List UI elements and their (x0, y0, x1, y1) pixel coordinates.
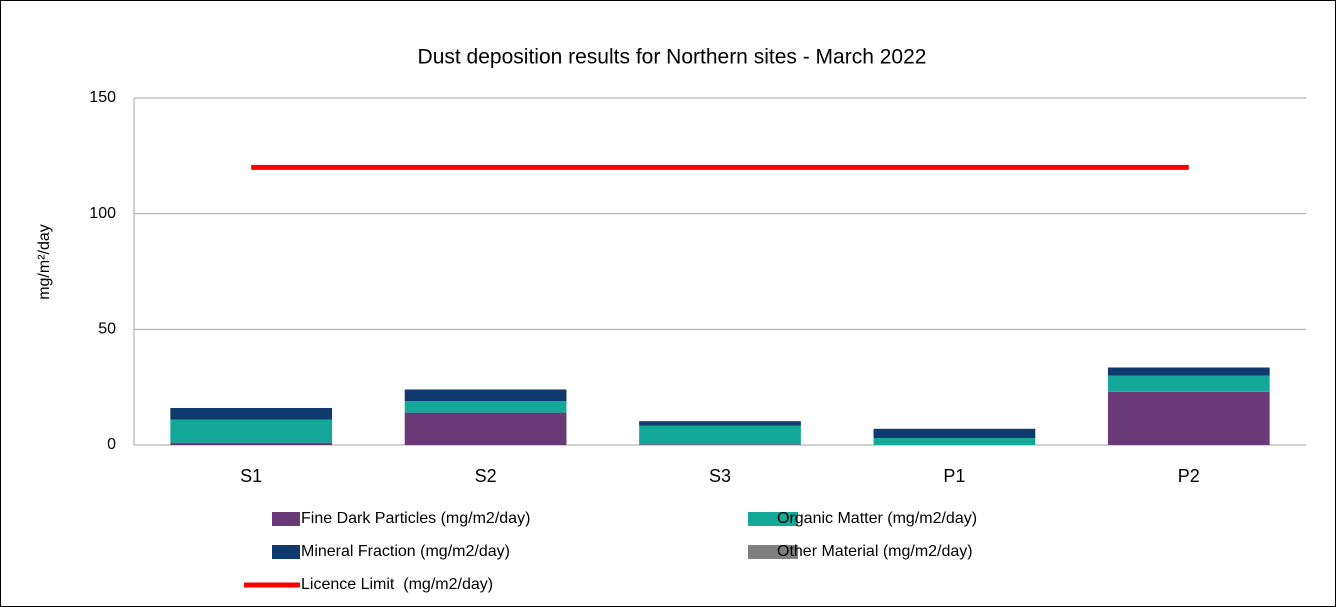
legend-swatch (272, 545, 300, 559)
bar-segment (404, 389, 567, 402)
x-tick-label: S1 (240, 466, 262, 486)
bar-segment (639, 425, 801, 445)
x-tick-label: S2 (475, 466, 497, 486)
y-tick-label: 100 (89, 205, 116, 222)
bar-segment (404, 412, 567, 445)
legend-swatch (748, 545, 798, 559)
x-tick-label: P1 (943, 466, 965, 486)
y-tick-label: 0 (107, 436, 116, 453)
x-tick-label: S3 (709, 466, 731, 486)
legend-label: Mineral Fraction (mg/m2/day) (301, 543, 510, 560)
bar-segment (873, 438, 1036, 445)
legend-swatch (272, 512, 300, 526)
bar-segment (1107, 375, 1270, 392)
legend-swatch (748, 512, 798, 526)
bar-segment (639, 421, 801, 426)
bar-segment (170, 419, 333, 443)
bar-segment (1107, 367, 1270, 376)
bar-segment (170, 407, 333, 420)
bar-segment (170, 442, 333, 445)
legend-label: Fine Dark Particles (mg/m2/day) (301, 510, 530, 527)
legend-label: Licence Limit (mg/m2/day) (301, 576, 493, 593)
y-tick-label: 50 (98, 321, 116, 338)
x-tick-label: P2 (1178, 466, 1200, 486)
bar-segment (1107, 391, 1270, 445)
bar-segment (873, 428, 1036, 439)
chart-title: Dust deposition results for Northern sit… (418, 46, 927, 69)
bar-segment (404, 401, 567, 413)
y-tick-label: 150 (89, 89, 116, 106)
y-axis-label: mg/m²/day (36, 224, 53, 300)
legend-label: Other Material (mg/m2/day) (777, 543, 973, 560)
legend-label: Organic Matter (mg/m2/day) (777, 510, 977, 527)
bar-segment (639, 444, 801, 445)
